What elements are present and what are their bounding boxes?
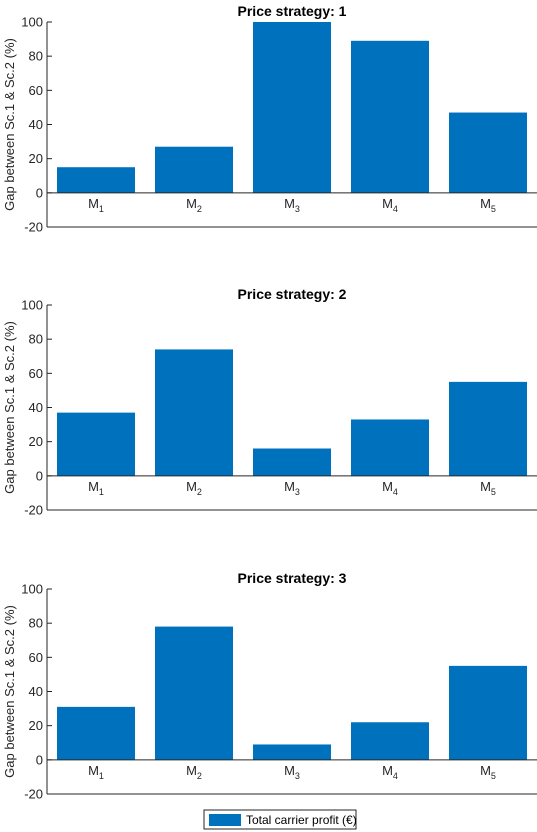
x-tick-label-main: M <box>480 479 491 494</box>
bar-4 <box>351 722 429 760</box>
legend: Total carrier profit (€) <box>203 809 357 830</box>
x-tick-label: M3 <box>284 196 300 214</box>
x-tick-label-main: M <box>284 763 295 778</box>
bar-2 <box>155 349 233 476</box>
bar-5 <box>449 112 527 193</box>
y-tick-label: -20 <box>24 220 43 235</box>
y-tick-label: 60 <box>29 83 43 98</box>
bar-4 <box>351 419 429 476</box>
y-tick-label: 0 <box>36 468 43 483</box>
x-tick-label: M4 <box>382 479 398 497</box>
x-tick-label-main: M <box>88 196 99 211</box>
x-tick-label: M4 <box>382 196 398 214</box>
y-tick-label: 80 <box>29 332 43 347</box>
x-tick-label-sub: 2 <box>197 487 202 497</box>
bar-1 <box>57 412 135 476</box>
y-tick-label: 100 <box>21 582 43 597</box>
y-tick-label: 20 <box>29 434 43 449</box>
chart-panel-3: Price strategy: 3 Gap between Sc.1 & Sc.2… <box>2 570 537 802</box>
x-tick-label-main: M <box>284 196 295 211</box>
x-tick-label: M5 <box>480 763 496 781</box>
x-tick-label-main: M <box>382 196 393 211</box>
bar-3 <box>253 22 331 193</box>
x-tick-label: M4 <box>382 763 398 781</box>
bar-1 <box>57 706 135 760</box>
x-tick-label-sub: 4 <box>393 487 398 497</box>
x-tick-label: M1 <box>88 763 104 781</box>
y-tick-label: 60 <box>29 366 43 381</box>
y-tick-label: 20 <box>29 718 43 733</box>
x-tick-label-sub: 5 <box>491 204 496 214</box>
y-tick-label: 80 <box>29 49 43 64</box>
bar-1 <box>57 167 135 193</box>
x-tick-label-sub: 5 <box>491 487 496 497</box>
y-tick-label: -20 <box>24 503 43 518</box>
x-tick-label-sub: 2 <box>197 204 202 214</box>
x-tick-label-main: M <box>382 763 393 778</box>
legend-label: Total carrier profit (€) <box>246 813 357 827</box>
x-tick-label-sub: 3 <box>295 204 300 214</box>
x-tick-label-main: M <box>88 479 99 494</box>
y-tick-label: 60 <box>29 650 43 665</box>
chart-title: Price strategy: 2 <box>238 286 347 302</box>
x-tick-label-sub: 1 <box>99 204 104 214</box>
x-tick-label-main: M <box>186 196 197 211</box>
y-tick-label: -20 <box>24 787 43 802</box>
x-tick-label: M5 <box>480 196 496 214</box>
x-tick-label-main: M <box>186 479 197 494</box>
y-tick-label: 100 <box>21 298 43 313</box>
x-tick-label: M2 <box>186 196 202 214</box>
x-tick-label-sub: 1 <box>99 487 104 497</box>
x-tick-label-main: M <box>284 479 295 494</box>
x-tick-label-sub: 3 <box>295 487 300 497</box>
chart-panel-1: Price strategy: 1 Gap between Sc.1 & Sc.2… <box>2 3 537 235</box>
x-tick-label: M2 <box>186 763 202 781</box>
bar-5 <box>449 665 527 760</box>
y-axis-label: Gap between Sc.1 & Sc.2 (%) <box>2 38 17 211</box>
chart-title: Price strategy: 3 <box>238 570 347 586</box>
legend-swatch <box>209 814 241 826</box>
y-tick-label: 40 <box>29 684 43 699</box>
x-tick-label: M1 <box>88 479 104 497</box>
chart-title: Price strategy: 1 <box>238 3 347 19</box>
x-tick-label: M3 <box>284 763 300 781</box>
x-tick-label-main: M <box>480 196 491 211</box>
y-tick-label: 20 <box>29 151 43 166</box>
y-tick-label: 0 <box>36 185 43 200</box>
chart-panel-2: Price strategy: 2 Gap between Sc.1 & Sc.2… <box>2 286 537 518</box>
x-tick-label-main: M <box>88 763 99 778</box>
y-tick-label: 100 <box>21 15 43 30</box>
bar-4 <box>351 40 429 193</box>
y-tick-label: 0 <box>36 752 43 767</box>
y-tick-label: 40 <box>29 400 43 415</box>
x-tick-label: M5 <box>480 479 496 497</box>
x-tick-label: M1 <box>88 196 104 214</box>
x-tick-label-main: M <box>186 763 197 778</box>
y-axis-label: Gap between Sc.1 & Sc.2 (%) <box>2 321 17 494</box>
x-tick-label-sub: 5 <box>491 771 496 781</box>
y-axis-label: Gap between Sc.1 & Sc.2 (%) <box>2 605 17 778</box>
y-tick-label: 80 <box>29 616 43 631</box>
x-tick-label-main: M <box>382 479 393 494</box>
bar-2 <box>155 146 233 193</box>
y-tick-label: 40 <box>29 117 43 132</box>
x-tick-label-sub: 2 <box>197 771 202 781</box>
legend-box <box>203 809 357 830</box>
x-tick-label-sub: 3 <box>295 771 300 781</box>
x-tick-label-main: M <box>480 763 491 778</box>
bar-3 <box>253 744 331 760</box>
bar-3 <box>253 448 331 476</box>
x-tick-label: M3 <box>284 479 300 497</box>
x-tick-label-sub: 4 <box>393 204 398 214</box>
bar-2 <box>155 626 233 760</box>
bar-5 <box>449 381 527 476</box>
x-tick-label-sub: 1 <box>99 771 104 781</box>
x-tick-label: M2 <box>186 479 202 497</box>
x-tick-label-sub: 4 <box>393 771 398 781</box>
